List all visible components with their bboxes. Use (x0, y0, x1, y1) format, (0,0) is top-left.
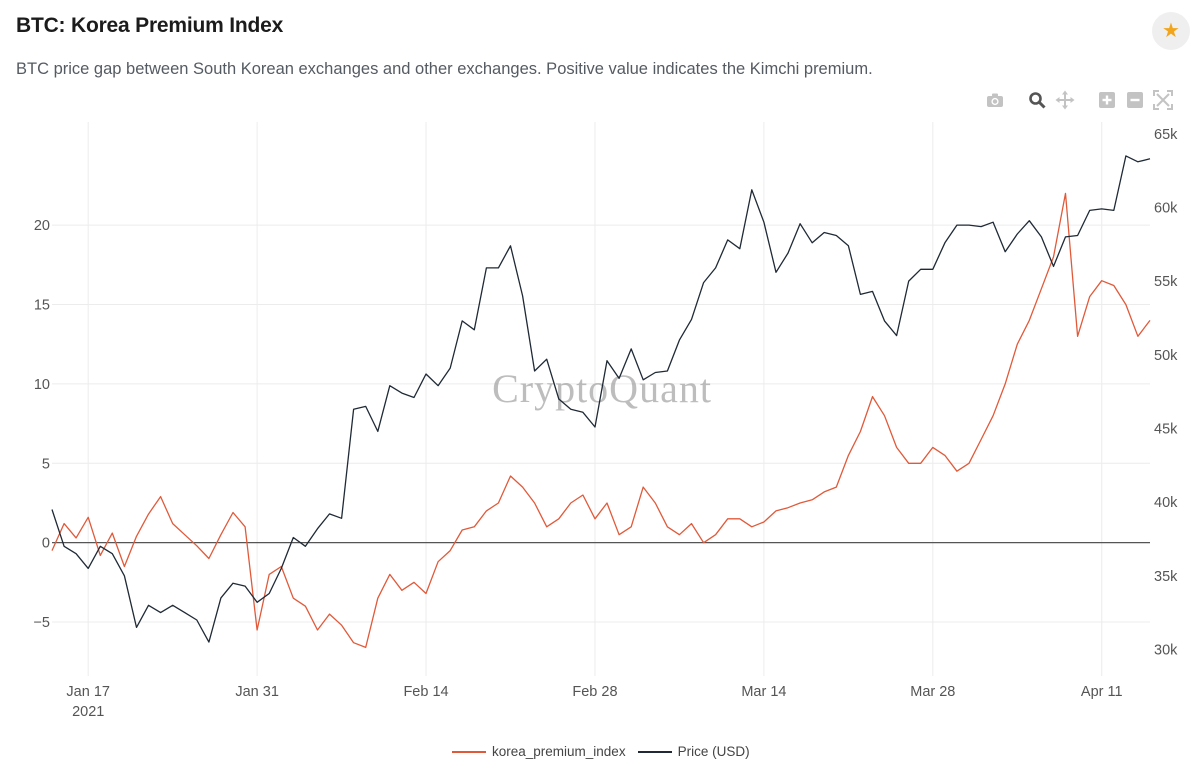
y-left-tick-label: 0 (42, 536, 50, 552)
axis-ticks: Jan 17 2021 Jan 31 Feb 14 Feb 28 Mar 14 Mar 28… (33, 127, 1178, 720)
legend-swatch (637, 750, 672, 753)
y-right-tick-label: 60k (1154, 200, 1178, 216)
y-right-tick-label: 35k (1154, 569, 1178, 585)
zoom-out-button[interactable] (1122, 88, 1148, 112)
zoom-button[interactable] (1024, 88, 1050, 112)
x-tick-label: Mar 14 (741, 684, 786, 700)
zoom-icon (1029, 92, 1046, 109)
star-icon: ★ (1162, 20, 1180, 42)
y-left-tick-label: 10 (34, 377, 50, 393)
legend-swatch (452, 750, 486, 753)
x-tick-label: Mar 28 (910, 684, 955, 700)
korea-premium-line (51, 192, 1151, 649)
grid-lines (52, 122, 1150, 676)
legend-item-price[interactable]: Price (USD) (637, 744, 750, 759)
series-layer (51, 155, 1151, 649)
x-tick-sublabel: 2021 (72, 704, 104, 720)
zoom-out-icon (1127, 92, 1143, 108)
y-right-tick-label: 30k (1154, 642, 1178, 658)
y-left-tick-label: 5 (42, 456, 50, 472)
y-left-tick-label: −5 (33, 615, 50, 631)
x-tick-label: Jan 31 (235, 684, 279, 700)
zoom-in-button[interactable] (1094, 88, 1120, 112)
y-right-tick-label: 45k (1154, 421, 1178, 437)
page-subtitle: BTC price gap between South Korean excha… (16, 60, 873, 78)
y-right-tick-label: 65k (1154, 127, 1178, 143)
x-tick-label: Feb 14 (403, 684, 448, 700)
y-right-tick-label: 40k (1154, 495, 1178, 511)
download-image-button[interactable] (982, 88, 1008, 112)
price-usd-line (51, 155, 1151, 643)
legend-item-korea-premium[interactable]: korea_premium_index (452, 744, 626, 759)
legend-label: Price (USD) (677, 744, 750, 759)
autoscale-icon (1153, 90, 1173, 110)
autoscale-button[interactable] (1150, 88, 1176, 112)
y-right-tick-label: 55k (1154, 274, 1178, 290)
page-title: BTC: Korea Premium Index (16, 14, 284, 37)
x-tick-label: Jan 17 (66, 684, 110, 700)
x-tick-label: Apr 11 (1081, 684, 1123, 700)
favorite-button[interactable]: ★ (1152, 12, 1190, 50)
y-left-tick-label: 15 (34, 298, 50, 314)
y-left-tick-label: 20 (34, 218, 50, 234)
pan-icon (1055, 90, 1075, 110)
chart-modebar (980, 88, 1176, 112)
legend-label: korea_premium_index (492, 744, 626, 759)
pan-button[interactable] (1052, 88, 1078, 112)
chart-legend: korea_premium_index Price (USD) (452, 744, 762, 759)
x-tick-label: Feb 28 (572, 684, 617, 700)
zoom-in-icon (1099, 92, 1115, 108)
camera-icon (987, 93, 1003, 107)
y-right-tick-label: 50k (1154, 348, 1178, 364)
